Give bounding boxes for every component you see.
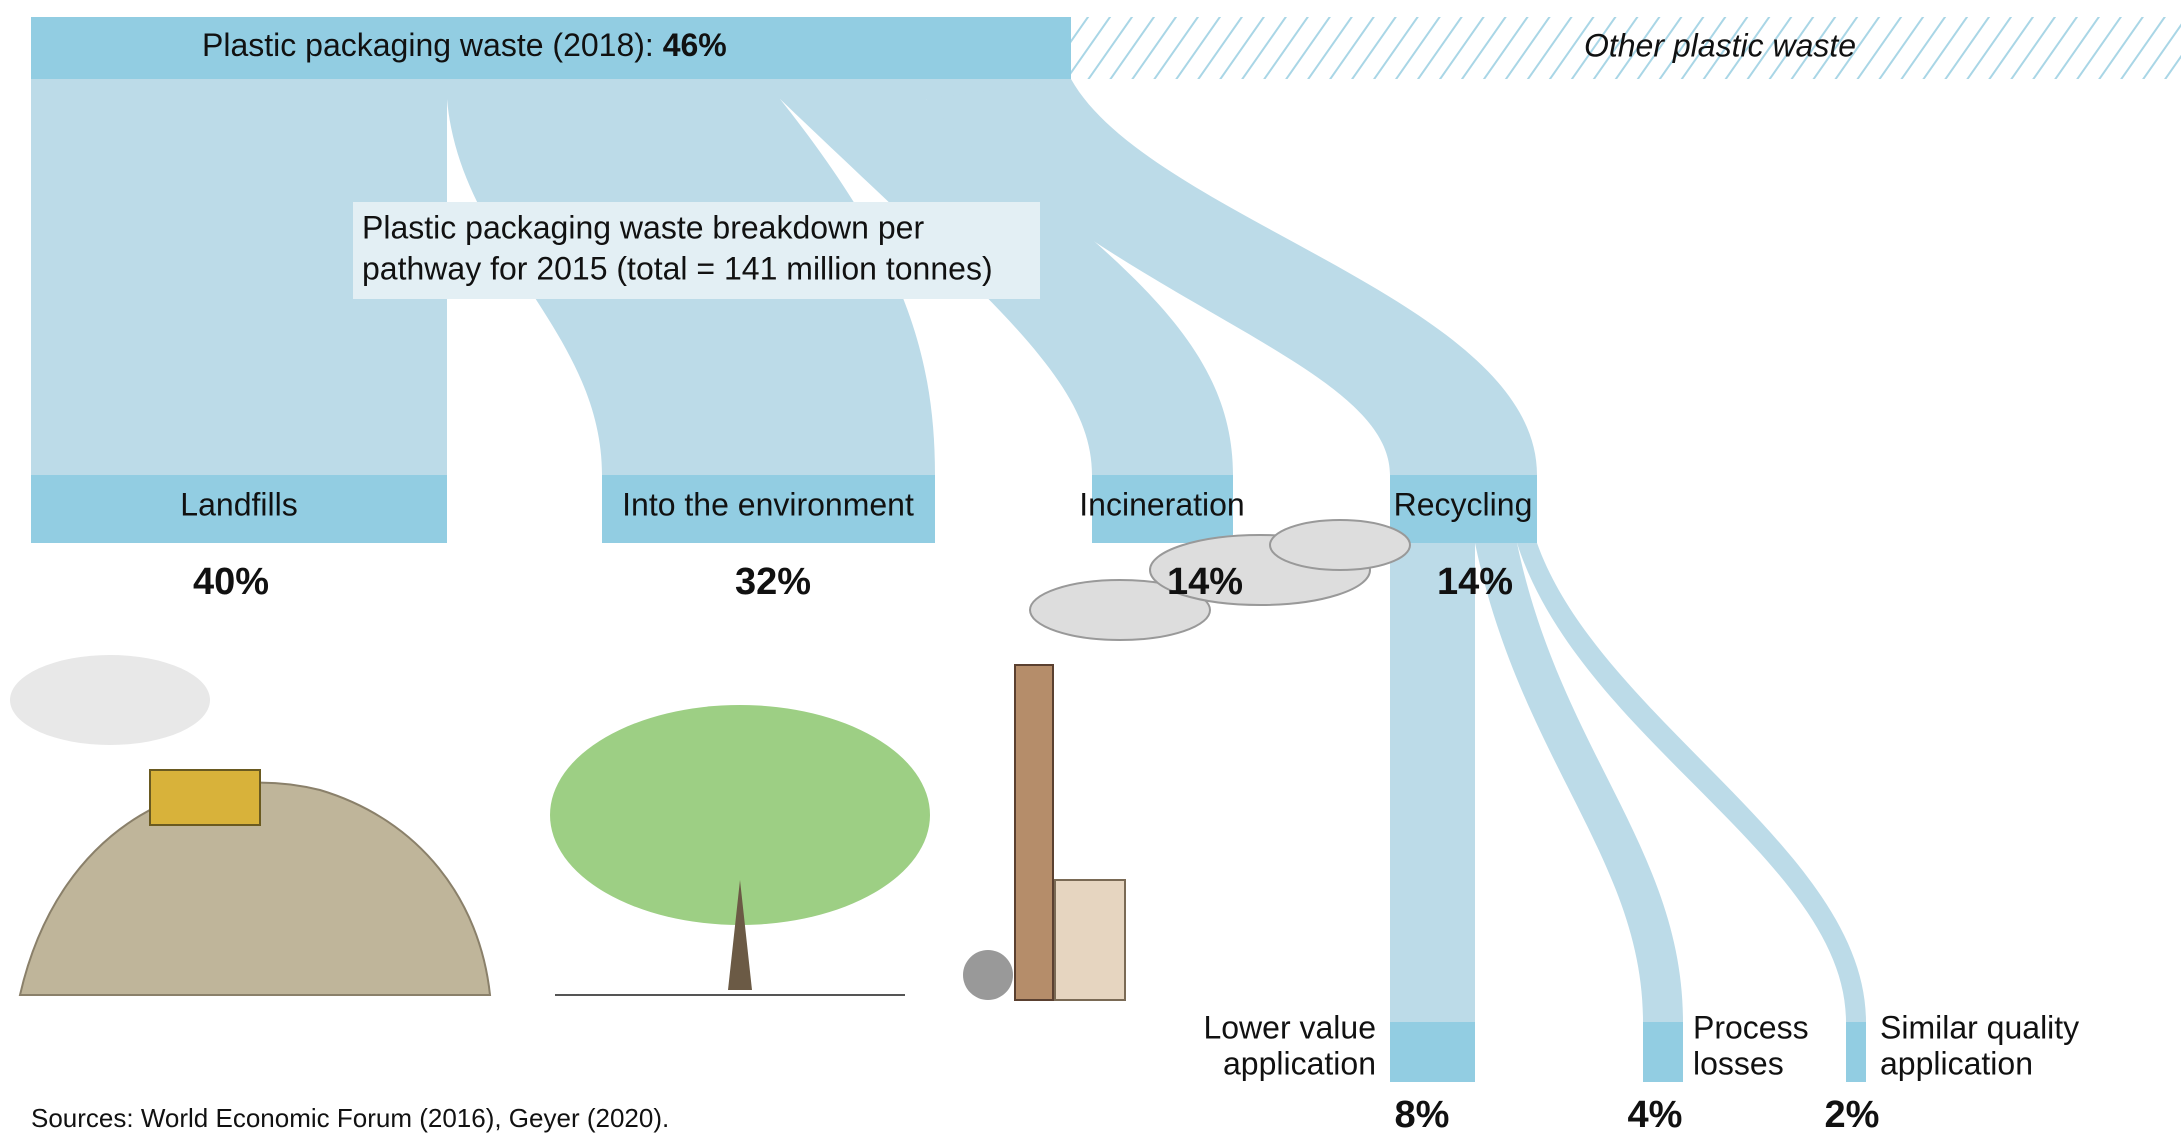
pathway-bar: [602, 475, 935, 543]
pathway-bar: [1390, 475, 1537, 543]
flow-lower-value: [1390, 543, 1475, 1022]
header-share: 46%: [663, 27, 727, 63]
outcome-share: 4%: [1628, 1094, 1683, 1136]
landfill-illustration: [10, 655, 492, 996]
outcome-bar: [1390, 1022, 1475, 1082]
other-waste-area: [1071, 17, 2181, 79]
subtitle-box: [353, 202, 1040, 299]
pathway-label: Recycling: [1394, 486, 1533, 522]
pathway-share: 40%: [193, 561, 269, 603]
outcome-label: application: [1880, 1045, 2033, 1081]
outcome-share: 8%: [1395, 1094, 1450, 1136]
outcome-share: 2%: [1825, 1094, 1880, 1136]
smoke: [1029, 519, 1411, 641]
pathway-share: 14%: [1167, 561, 1243, 603]
tree-illustration: [550, 705, 930, 996]
header-title: Plastic packaging waste (2018): 46%: [202, 27, 727, 63]
pathway-bar: [31, 475, 447, 543]
outcome-label: application: [1223, 1045, 1376, 1081]
pathway-label: Landfills: [180, 486, 297, 522]
outcome-bar: [1643, 1022, 1683, 1082]
outcome-label: Lower value: [1203, 1009, 1376, 1045]
pathway-bar: [1092, 475, 1233, 543]
outcome-bar: [1846, 1022, 1866, 1082]
pathway-label: Into the environment: [622, 486, 914, 522]
subtitle-line: pathway for 2015 (total = 141 million to…: [362, 250, 993, 286]
flow-similar-quality: [1517, 543, 1866, 1022]
outcome-label: losses: [1693, 1045, 1784, 1081]
header-bar: [31, 17, 1071, 79]
other-waste-label: Other plastic waste: [1584, 27, 1856, 63]
sources: Sources: World Economic Forum (2016), Ge…: [31, 1103, 669, 1133]
header-title-text: Plastic packaging waste (2018):: [202, 27, 663, 63]
pathway-share: 14%: [1437, 561, 1513, 603]
flow-process-losses: [1475, 543, 1683, 1022]
flow-recycling: [926, 79, 1537, 475]
subtitle-line: Plastic packaging waste breakdown per: [362, 209, 924, 245]
pathway-share: 32%: [735, 561, 811, 603]
outcome-label: Process: [1693, 1009, 1809, 1045]
outcome-label: Similar quality: [1880, 1009, 2079, 1045]
incinerator-illustration: [963, 664, 1126, 1001]
pathway-label: Incineration: [1079, 486, 1244, 522]
